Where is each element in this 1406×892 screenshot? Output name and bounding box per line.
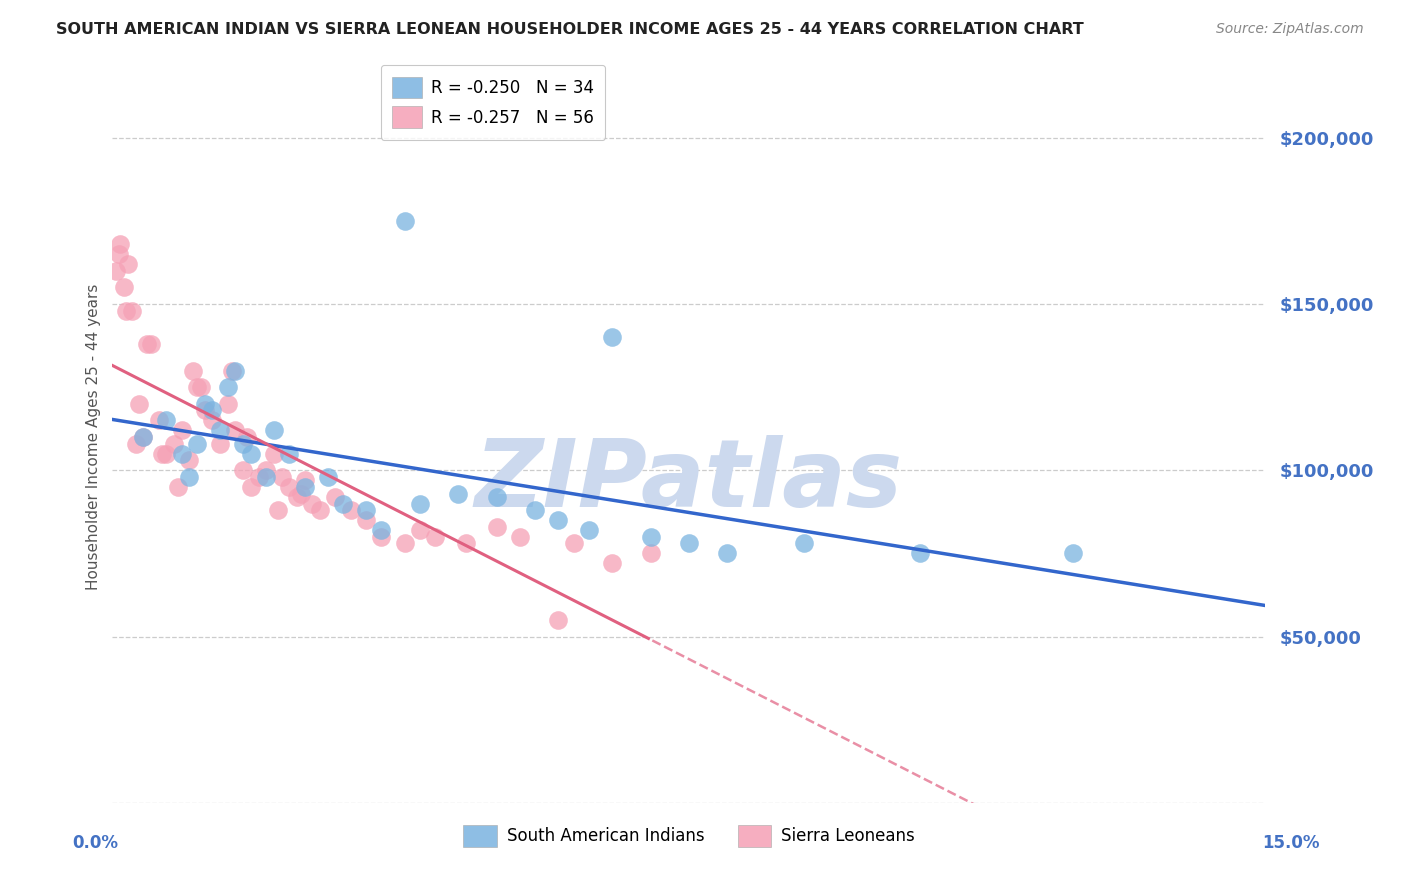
Point xyxy=(370,523,392,537)
Point xyxy=(339,503,361,517)
Point xyxy=(108,237,131,252)
Point xyxy=(394,214,416,228)
Point xyxy=(254,463,277,477)
Point xyxy=(285,490,308,504)
Point xyxy=(186,380,208,394)
Point xyxy=(394,536,416,550)
Point xyxy=(221,363,243,377)
Point xyxy=(136,337,159,351)
Point xyxy=(201,403,224,417)
Point xyxy=(263,447,285,461)
Text: 15.0%: 15.0% xyxy=(1263,834,1319,852)
Point xyxy=(332,497,354,511)
Point xyxy=(121,303,143,318)
Point xyxy=(600,330,623,344)
Point xyxy=(1062,546,1084,560)
Point xyxy=(409,523,432,537)
Point xyxy=(124,436,146,450)
Point xyxy=(217,397,239,411)
Point xyxy=(166,480,188,494)
Point xyxy=(454,536,477,550)
Point xyxy=(194,403,217,417)
Point xyxy=(194,397,217,411)
Point xyxy=(524,503,547,517)
Point xyxy=(562,536,585,550)
Text: 0.0%: 0.0% xyxy=(73,834,118,852)
Point xyxy=(232,436,254,450)
Point xyxy=(239,447,262,461)
Point xyxy=(152,447,174,461)
Point xyxy=(254,470,277,484)
Point xyxy=(217,380,239,394)
Point xyxy=(239,480,262,494)
Text: Source: ZipAtlas.com: Source: ZipAtlas.com xyxy=(1216,22,1364,37)
Point xyxy=(179,470,201,484)
Point xyxy=(224,363,246,377)
Point xyxy=(640,546,662,560)
Point xyxy=(716,546,738,560)
Point xyxy=(209,424,232,438)
Point xyxy=(186,436,208,450)
Point xyxy=(547,613,569,627)
Point xyxy=(115,303,138,318)
Point xyxy=(908,546,931,560)
Point xyxy=(107,247,129,261)
Point xyxy=(179,453,201,467)
Point xyxy=(370,530,392,544)
Point xyxy=(263,424,285,438)
Point xyxy=(578,523,600,537)
Point xyxy=(301,497,323,511)
Point xyxy=(294,480,316,494)
Point xyxy=(509,530,531,544)
Point xyxy=(132,430,155,444)
Point xyxy=(278,480,301,494)
Point xyxy=(267,503,290,517)
Point xyxy=(209,436,232,450)
Point xyxy=(678,536,700,550)
Point xyxy=(793,536,815,550)
Point xyxy=(236,430,259,444)
Point xyxy=(170,424,193,438)
Point xyxy=(247,470,270,484)
Text: ZIPatlas: ZIPatlas xyxy=(475,435,903,527)
Point xyxy=(294,473,316,487)
Point xyxy=(139,337,162,351)
Point xyxy=(309,503,332,517)
Y-axis label: Householder Income Ages 25 - 44 years: Householder Income Ages 25 - 44 years xyxy=(86,284,101,591)
Point xyxy=(148,413,170,427)
Point xyxy=(547,513,569,527)
Point xyxy=(354,503,377,517)
Point xyxy=(290,486,312,500)
Point xyxy=(155,413,177,427)
Point xyxy=(354,513,377,527)
Point xyxy=(201,413,224,427)
Point xyxy=(640,530,662,544)
Point xyxy=(316,470,339,484)
Point xyxy=(105,264,128,278)
Point xyxy=(190,380,212,394)
Point xyxy=(128,397,150,411)
Point xyxy=(155,447,177,461)
Legend: South American Indians, Sierra Leoneans: South American Indians, Sierra Leoneans xyxy=(453,815,925,856)
Point xyxy=(278,447,301,461)
Point xyxy=(181,363,204,377)
Point xyxy=(132,430,155,444)
Point xyxy=(325,490,347,504)
Point xyxy=(485,490,508,504)
Point xyxy=(224,424,246,438)
Point xyxy=(409,497,432,511)
Point xyxy=(170,447,193,461)
Point xyxy=(447,486,470,500)
Point xyxy=(117,257,139,271)
Point xyxy=(163,436,186,450)
Point xyxy=(600,557,623,571)
Point xyxy=(485,520,508,534)
Text: SOUTH AMERICAN INDIAN VS SIERRA LEONEAN HOUSEHOLDER INCOME AGES 25 - 44 YEARS CO: SOUTH AMERICAN INDIAN VS SIERRA LEONEAN … xyxy=(56,22,1084,37)
Point xyxy=(270,470,292,484)
Point xyxy=(232,463,254,477)
Point xyxy=(112,280,135,294)
Point xyxy=(425,530,447,544)
